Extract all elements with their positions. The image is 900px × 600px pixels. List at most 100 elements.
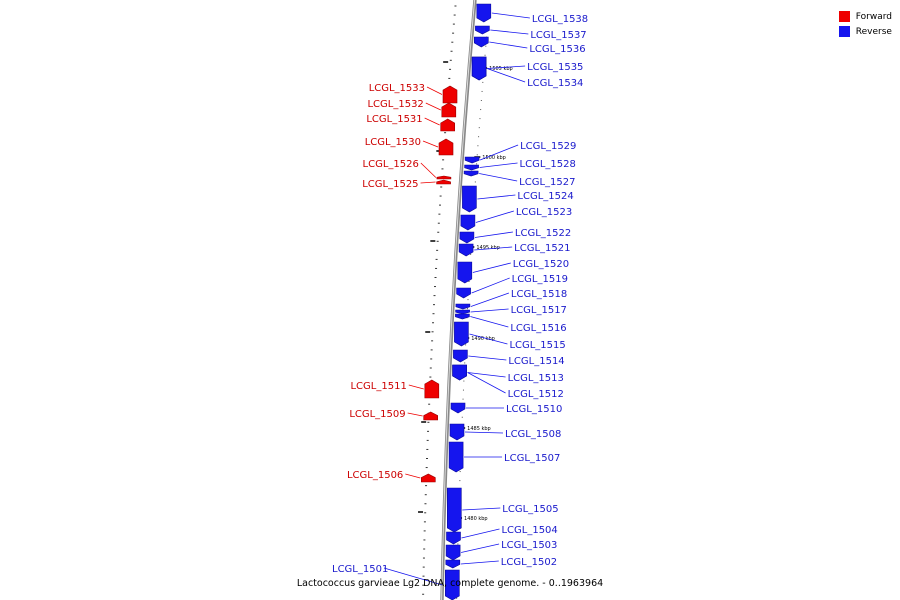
gene-arrow-lcgl-1526	[436, 175, 452, 180]
leader-line	[461, 528, 500, 539]
gene-arrow-lcgl-1515	[454, 321, 469, 347]
gene-arrow-lcgl-1522	[459, 231, 475, 244]
leader-line	[479, 173, 518, 182]
leader-line	[470, 316, 509, 328]
leader-line	[425, 102, 441, 111]
gene-arrow-lcgl-1516	[455, 313, 470, 320]
legend-reverse-label: Reverse	[855, 26, 892, 37]
scale-label: 1490 kbp	[471, 336, 495, 342]
gene-arrow-lcgl-1525	[436, 179, 451, 185]
gene-label: LCGL_1530	[365, 137, 421, 148]
leader-line	[474, 246, 513, 251]
gene-label: LCGL_1514	[508, 356, 564, 367]
gene-label: LCGL_1528	[520, 159, 576, 170]
gene-label: LCGL_1536	[529, 44, 585, 55]
gene-arrow-lcgl-1531	[440, 118, 456, 132]
gene-labels: LCGL_1538 LCGL_1537 LCGL_1536 LCGL_1535 LCGL…	[332, 14, 588, 575]
label-leader-lines	[383, 12, 530, 586]
leader-line	[407, 412, 423, 417]
scale-label: 1505 kbp	[489, 66, 513, 72]
gene-label: LCGL_1512	[508, 389, 564, 400]
gene-label: LCGL_1501	[332, 564, 388, 575]
gene-arrow-lcgl-1517	[455, 309, 470, 315]
leader-line	[475, 210, 514, 223]
leader-line	[474, 231, 513, 238]
leader-line	[479, 144, 519, 161]
gene-label: LCGL_1513	[508, 373, 564, 384]
gene-label: LCGL_1534	[527, 78, 583, 89]
leader-line	[471, 277, 510, 294]
scale-label: 1495 kbp	[476, 245, 500, 251]
forward-swatch	[838, 11, 850, 22]
gene-label: LCGL_1531	[366, 114, 422, 125]
gene-label: LCGL_1525	[362, 179, 418, 190]
scale-label: 1480 kbp	[464, 516, 488, 522]
gene-label: LCGL_1502	[501, 557, 557, 568]
leader-line	[405, 473, 421, 479]
gene-label: LCGL_1509	[349, 409, 405, 420]
gene-arrow-lcgl-1508	[449, 423, 465, 441]
gene-arrow-lcgl-1509	[423, 411, 439, 421]
gene-arrow-lcgl-1537	[475, 25, 490, 35]
leader-line	[460, 560, 499, 565]
leader-line	[383, 567, 443, 586]
gene-label: LCGL_1517	[511, 305, 567, 316]
legend-reverse: Reverse	[838, 24, 892, 39]
leader-line	[472, 262, 511, 273]
gene-arrow-lcgl-1518	[455, 303, 471, 310]
gene-arrow-lcgl-1520	[457, 261, 473, 284]
gene-arrow-lcgl-1524	[462, 185, 477, 213]
gene-label: LCGL_1535	[527, 62, 583, 73]
gene-label: LCGL_1519	[512, 274, 568, 285]
legend-forward: Forward	[838, 9, 892, 24]
gene-label: LCGL_1510	[506, 404, 562, 415]
gene-arrow-lcgl-1506	[420, 473, 436, 483]
gene-label: LCGL_1515	[509, 340, 565, 351]
leader-line	[420, 162, 437, 178]
gene-arrow-lcgl-1538	[476, 3, 492, 23]
gene-label: LCGL_1520	[513, 259, 569, 270]
reverse-swatch	[838, 26, 850, 37]
leader-line	[467, 372, 506, 394]
leader-line	[464, 431, 504, 434]
leader-line	[470, 308, 509, 313]
gene-arrow-lcgl-1528	[464, 164, 479, 171]
gene-arrow-lcgl-1523	[460, 214, 476, 231]
gene-arrow-lcgl-1536	[473, 36, 489, 48]
leader-line	[408, 384, 424, 390]
leader-line	[426, 86, 443, 95]
leader-line	[469, 333, 508, 345]
gene-arrow-lcgl-1532	[441, 102, 457, 118]
gene-label: LCGL_1526	[363, 159, 419, 170]
gene-label: LCGL_1503	[501, 540, 557, 551]
gene-label: LCGL_1527	[519, 177, 575, 188]
gene-label: LCGL_1521	[514, 243, 570, 254]
gene-label: LCGL_1516	[510, 323, 566, 334]
leader-line	[491, 12, 530, 19]
gene-arrow-lcgl-1530	[438, 138, 454, 156]
leader-line	[470, 292, 510, 307]
gene-arrows	[420, 3, 492, 600]
gene-label: LCGL_1504	[501, 525, 557, 536]
gene-label: LCGL_1538	[532, 14, 588, 25]
scale-label: 1500 kbp	[482, 155, 506, 161]
gene-label: LCGL_1506	[347, 470, 403, 481]
leader-line	[477, 194, 516, 200]
leader-line	[489, 41, 528, 49]
gene-arrow-lcgl-1521	[458, 243, 474, 257]
leader-line	[422, 140, 439, 148]
genome-caption: Lactococcus garvieae Lg2 DNA, complete g…	[296, 578, 604, 589]
gene-label: LCGL_1522	[515, 228, 571, 239]
gene-arrow-lcgl-1514	[453, 349, 468, 363]
leader-line	[487, 65, 526, 69]
leader-line	[468, 355, 507, 361]
gene-arrow-lcgl-1527	[463, 170, 479, 177]
gene-arrow-lcgl-1504	[446, 531, 461, 545]
gene-arrow-lcgl-1507	[448, 441, 464, 473]
gene-arrow-lcgl-1533	[442, 85, 458, 104]
gene-arrow-lcgl-1505	[446, 487, 462, 533]
gene-label: LCGL_1529	[520, 141, 576, 152]
gene-label: LCGL_1537	[530, 30, 586, 41]
legend-forward-label: Forward	[855, 11, 892, 22]
leader-line	[467, 372, 506, 378]
